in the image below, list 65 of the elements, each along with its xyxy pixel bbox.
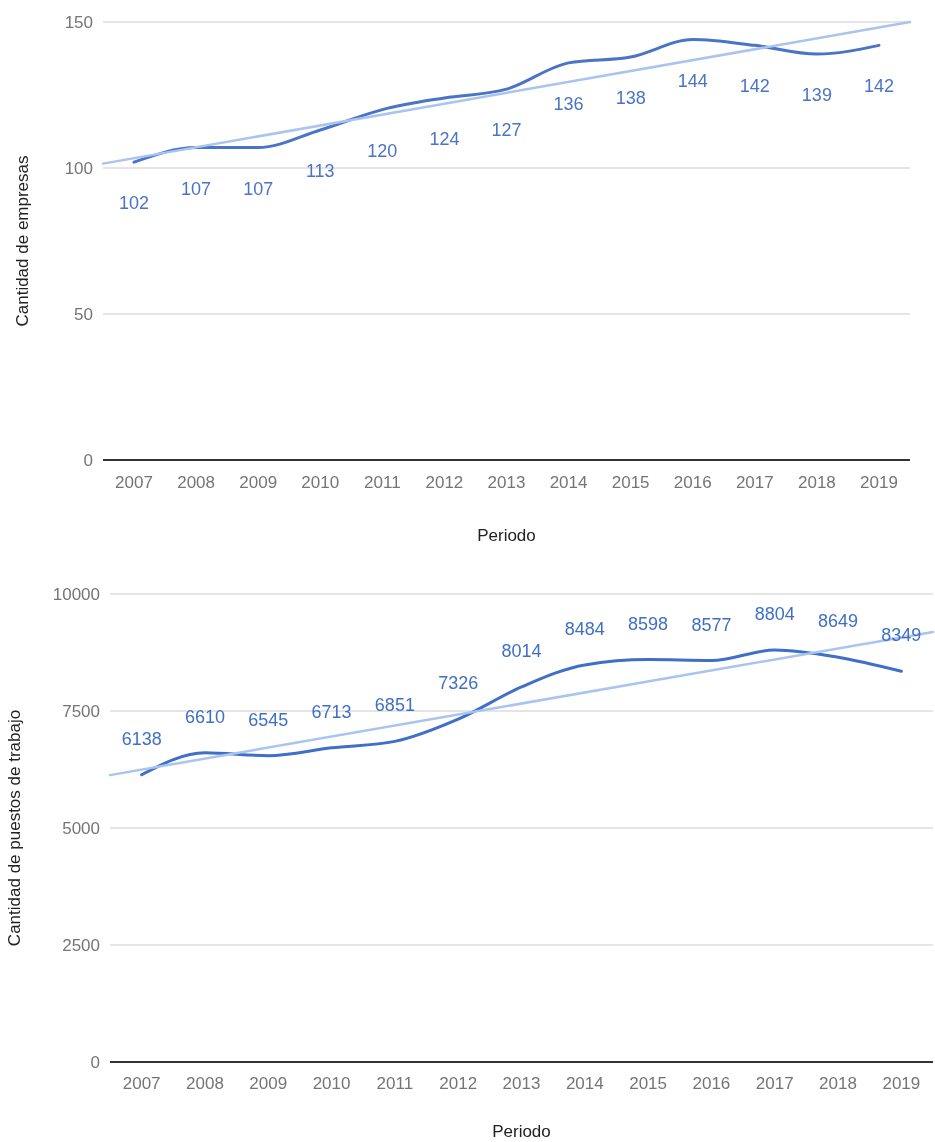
x-tick-label: 2017 (755, 1073, 794, 1093)
data-label: 8598 (628, 613, 669, 634)
x-tick-label: 2016 (692, 1073, 731, 1093)
y-tick-label: 10000 (52, 584, 100, 604)
y-axis-title: Cantidad de empresas (12, 155, 32, 327)
x-tick-label: 2019 (882, 1073, 921, 1093)
y-tick-label: 150 (64, 12, 93, 32)
y-tick-label: 50 (74, 304, 93, 324)
data-label: 8649 (818, 611, 859, 632)
data-label: 107 (243, 178, 274, 199)
x-tick-label: 2010 (312, 1073, 351, 1093)
data-label: 124 (429, 128, 460, 149)
data-label: 8014 (501, 640, 542, 661)
data-label: 6138 (121, 728, 162, 749)
data-label: 138 (615, 88, 646, 109)
x-tick-label: 2010 (301, 472, 340, 492)
data-label: 144 (677, 70, 708, 91)
data-label: 136 (553, 93, 584, 114)
x-tick-label: 2008 (186, 1073, 224, 1093)
y-tick-label: 5000 (62, 818, 100, 838)
data-label: 8349 (881, 625, 922, 646)
x-tick-label: 2018 (819, 1073, 857, 1093)
data-label: 6545 (248, 709, 289, 730)
data-label: 139 (801, 85, 832, 106)
x-tick-label: 2014 (549, 472, 588, 492)
x-tick-label: 2012 (439, 1073, 478, 1093)
y-tick-label: 100 (64, 158, 93, 178)
x-tick-label: 2013 (502, 1073, 541, 1093)
x-tick-label: 2009 (239, 472, 278, 492)
x-tick-label: 2012 (425, 472, 464, 492)
data-label: 6713 (311, 701, 352, 722)
x-tick-label: 2011 (364, 472, 401, 492)
data-label: 113 (305, 161, 335, 182)
x-tick-label: 2008 (177, 472, 216, 492)
data-label: 7326 (438, 673, 479, 694)
x-axis-title: Periodo (477, 525, 536, 545)
data-label: 142 (863, 76, 894, 97)
data-label: 6851 (374, 695, 415, 716)
data-label: 142 (739, 76, 770, 97)
x-tick-label: 2016 (673, 472, 712, 492)
y-tick-label: 0 (83, 450, 93, 470)
y-tick-label: 7500 (62, 701, 100, 721)
y-tick-label: 2500 (62, 935, 100, 955)
data-label: 8577 (691, 614, 732, 635)
data-label: 8484 (564, 618, 605, 639)
x-tick-label: 2011 (376, 1073, 414, 1093)
data-label: 102 (119, 193, 150, 214)
x-tick-label: 2009 (249, 1073, 288, 1093)
data-label: 107 (181, 178, 212, 199)
data-label: 8804 (754, 603, 795, 624)
x-tick-label: 2014 (565, 1073, 604, 1093)
y-tick-label: 0 (90, 1052, 100, 1072)
x-tick-label: 2017 (735, 472, 774, 492)
x-axis-title: Periodo (492, 1121, 551, 1141)
x-tick-label: 2015 (629, 1073, 668, 1093)
data-label: 6610 (184, 706, 225, 727)
x-tick-label: 2007 (115, 472, 153, 492)
x-tick-label: 2013 (487, 472, 526, 492)
data-label: 127 (491, 120, 522, 141)
y-axis-title: Cantidad de puestos de trabajo (4, 709, 24, 947)
data-label: 120 (367, 140, 398, 161)
x-tick-label: 2007 (122, 1073, 161, 1093)
x-tick-label: 2018 (797, 472, 836, 492)
x-tick-label: 2015 (611, 472, 650, 492)
x-tick-label: 2019 (860, 472, 898, 492)
